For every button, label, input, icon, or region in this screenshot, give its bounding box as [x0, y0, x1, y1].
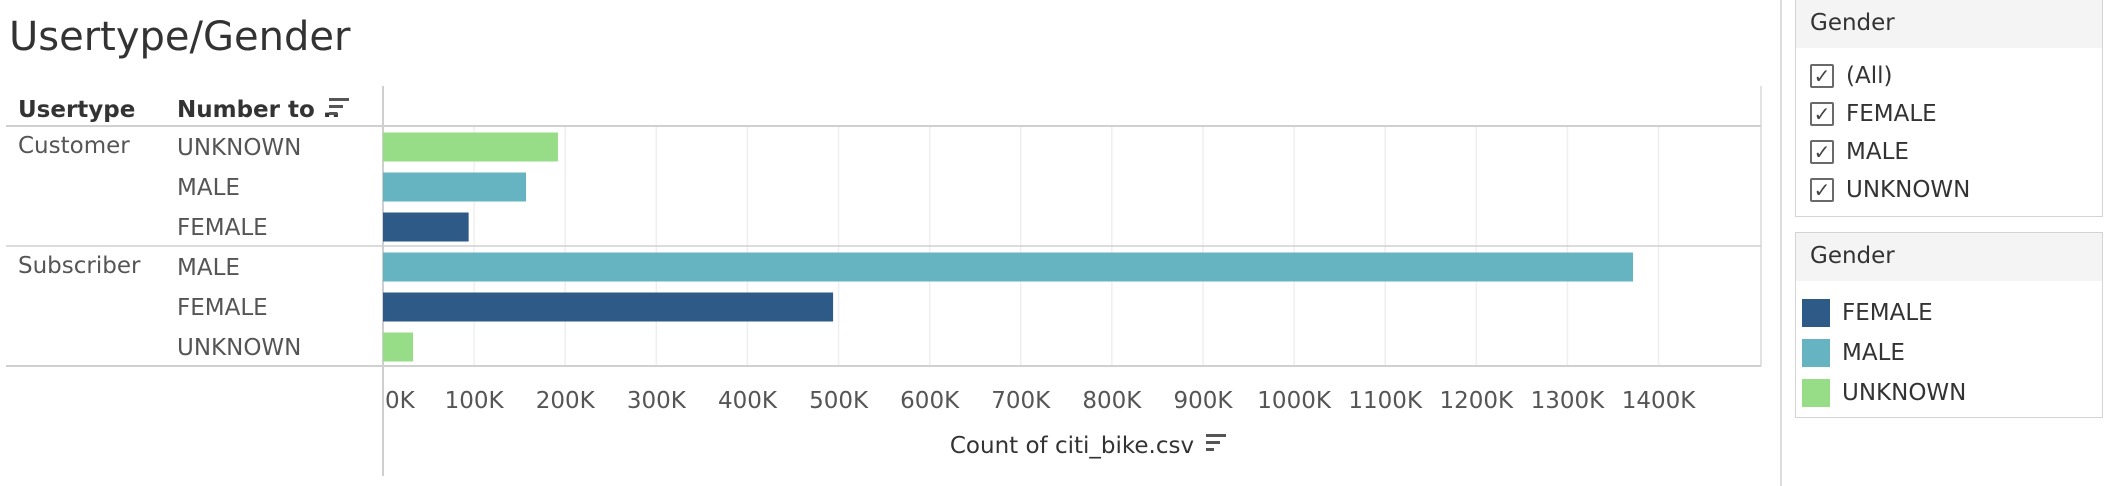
x-tick-label: 200K: [536, 388, 596, 414]
x-tick-label: 600K: [900, 388, 960, 414]
legend-label: MALE: [1842, 340, 1905, 366]
filter-option[interactable]: ✓ UNKNOWN: [1796, 172, 1970, 208]
x-tick-label: 700K: [991, 388, 1051, 414]
gender-row-label: FEMALE: [177, 215, 268, 241]
gender-row-label: MALE: [177, 175, 240, 201]
usertype-label-subscriber: Subscriber: [18, 253, 141, 279]
x-tick-label: 800K: [1082, 388, 1142, 414]
filter-title: Gender: [1796, 0, 2102, 48]
x-tick-label: 1200K: [1440, 388, 1515, 414]
filter-option-label: FEMALE: [1846, 101, 1937, 127]
x-tick-label: 300K: [627, 388, 687, 414]
legend-label: FEMALE: [1842, 300, 1933, 326]
checkbox[interactable]: ✓: [1810, 140, 1834, 164]
x-tick-label: 400K: [718, 388, 778, 414]
usertype-label-customer: Customer: [18, 133, 130, 159]
gender-row-label: MALE: [177, 255, 240, 281]
x-tick-label: 100K: [445, 388, 505, 414]
bar-chart: Usertype Number to .. Customer UNKNOWN MALE…: [6, 86, 1762, 476]
checkbox[interactable]: ✓: [1810, 102, 1834, 126]
checkbox[interactable]: ✓: [1810, 64, 1834, 88]
bar-customer-female[interactable]: [383, 212, 469, 242]
usertype-column-header: Usertype: [18, 97, 135, 123]
legend-label: UNKNOWN: [1842, 380, 1967, 406]
legend-item[interactable]: MALE: [1796, 335, 1905, 371]
chart-title: Usertype/Gender: [9, 14, 351, 60]
filter-option-label: (All): [1846, 63, 1893, 89]
bar-subscriber-female[interactable]: [383, 292, 834, 322]
gender-filter-panel: Gender ✓ (All) ✓ FEMALE ✓ MALE ✓ UNKNOWN: [1795, 0, 2103, 217]
bar-subscriber-unknown[interactable]: [383, 332, 414, 362]
x-tick-label: 1100K: [1348, 388, 1423, 414]
x-tick-label: 900K: [1174, 388, 1234, 414]
x-tick-label: 0K: [385, 388, 416, 414]
x-axis-title: Count of citi_bike.csv: [950, 433, 1194, 459]
filter-option[interactable]: ✓ MALE: [1796, 134, 1909, 170]
x-tick-label: 1300K: [1531, 388, 1606, 414]
x-tick-label: 1000K: [1257, 388, 1332, 414]
filter-option-label: MALE: [1846, 139, 1909, 165]
filter-option-label: UNKNOWN: [1846, 177, 1971, 203]
gender-row-label: UNKNOWN: [177, 335, 301, 361]
gender-legend-panel: Gender FEMALE MALE UNKNOWN: [1795, 232, 2103, 418]
filter-option[interactable]: ✓ FEMALE: [1796, 96, 1937, 132]
x-tick-label: 1400K: [1622, 388, 1697, 414]
bar-customer-unknown[interactable]: [383, 132, 558, 162]
legend-swatch: [1802, 299, 1830, 327]
gender-row-label: FEMALE: [177, 295, 268, 321]
legend-swatch: [1802, 339, 1830, 367]
legend-swatch: [1802, 379, 1830, 407]
legend-title: Gender: [1796, 233, 2102, 281]
bar-customer-male[interactable]: [383, 172, 527, 202]
bar-subscriber-male[interactable]: [383, 252, 1634, 282]
sidebar-divider: [1780, 0, 1782, 486]
axis-sort-icon[interactable]: [1206, 434, 1226, 451]
legend-item[interactable]: UNKNOWN: [1796, 375, 1966, 411]
filter-option[interactable]: ✓ (All): [1796, 58, 1892, 94]
gender-column-header: Number to ..: [177, 97, 340, 123]
checkbox[interactable]: ✓: [1810, 178, 1834, 202]
sort-icon[interactable]: [329, 98, 349, 115]
gender-row-label: UNKNOWN: [177, 135, 301, 161]
legend-item[interactable]: FEMALE: [1796, 295, 1933, 331]
x-tick-label: 500K: [809, 388, 869, 414]
